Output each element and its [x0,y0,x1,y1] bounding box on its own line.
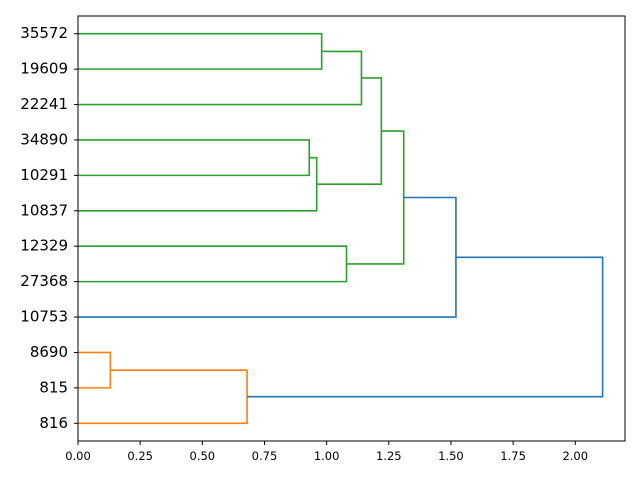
leaf-label: 10753 [20,308,68,326]
dendrogram-link-5 [78,245,348,283]
dendrogram-link-10 [247,256,604,398]
leaf-label: 35572 [20,24,68,42]
y-axis-leaf-labels: 35572 19609 22241 34890 10291 10837 12329 27368… [20,24,78,432]
dendrogram-links [78,32,604,425]
dendrogram-link-9 [78,369,248,425]
leaf-label: 22241 [20,95,68,113]
dendrogram-link-8 [78,351,112,389]
leaf-label: 34890 [20,130,68,148]
x-tick-label: 0.50 [190,449,216,463]
dendrogram-link-7 [78,196,457,318]
plot-frame [77,15,626,442]
dendrogram-link-3 [78,156,318,212]
leaf-label: 12329 [20,237,68,255]
dendrogram-link-2 [78,139,311,177]
x-tick-label: 0.25 [127,449,153,463]
x-tick-label: 1.00 [314,449,340,463]
dendrogram-link-4 [316,77,383,186]
leaf-label: 10837 [20,201,68,219]
leaf-label: 27368 [20,272,68,290]
leaf-label: 8690 [30,343,68,361]
x-tick-label: 0.75 [252,449,278,463]
leaf-label: 10291 [20,166,68,184]
dendrogram-link-0 [78,32,323,70]
x-tick-label: 2.00 [562,449,588,463]
dendrogram-link-6 [346,130,405,265]
dendrogram-link-1 [78,50,363,106]
leaf-label: 816 [39,414,68,432]
x-tick-label: 1.75 [500,449,526,463]
leaf-label: 19609 [20,60,68,78]
x-tick-label: 1.25 [376,449,402,463]
leaf-label: 815 [39,378,68,396]
x-tick-label: 1.50 [438,449,464,463]
x-tick-label: 0.00 [65,449,91,463]
x-axis-ticks: 0.00 0.25 0.50 0.75 1.00 1.25 1.50 1.75 2.00 [65,441,588,463]
